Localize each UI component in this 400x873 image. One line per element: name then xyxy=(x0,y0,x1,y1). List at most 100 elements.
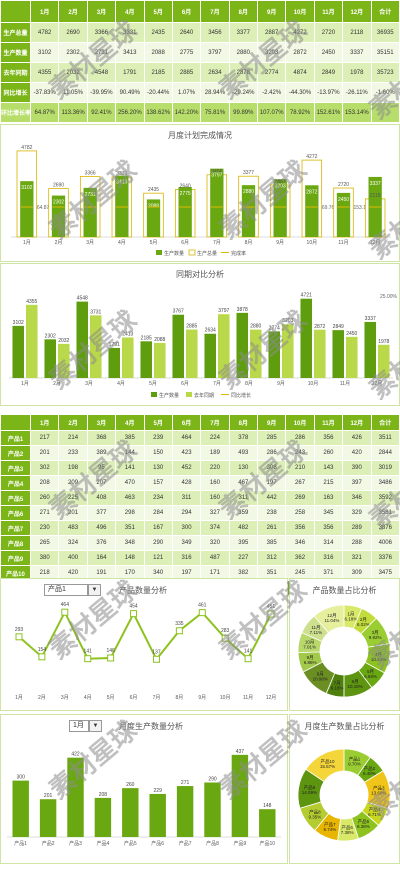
month-select[interactable]: 1月 ▼ xyxy=(69,720,102,732)
summary-header-cell: 4月 xyxy=(115,0,145,23)
chart1-x-tick: 4月 xyxy=(118,240,126,246)
chart3-point xyxy=(15,633,23,641)
chart1-production-bar xyxy=(115,175,129,237)
summary-cell: 28.94% xyxy=(200,82,230,103)
products-cell: 356 xyxy=(313,430,344,446)
products-row: 产品4 208 209 207 470 157 428 160 467 197 267 215 397 3… xyxy=(0,475,400,491)
products-cell: 340 xyxy=(143,565,173,581)
product-select[interactable]: 产品1 ▼ xyxy=(44,584,101,596)
summary-cell: -26.11% xyxy=(342,82,372,103)
chart6-slice-pct: 7.38% xyxy=(341,830,354,835)
chart4-slice-pct: 6.69% xyxy=(364,674,377,679)
products-cell: 300 xyxy=(171,520,202,536)
chart5-bar xyxy=(231,754,249,837)
chart3-x-tick: 12月 xyxy=(266,695,277,701)
chart2-x-tick: 5月 xyxy=(149,381,157,387)
products-cell: 3581 xyxy=(370,505,400,521)
chart4-slice-label: 12月 xyxy=(327,613,337,619)
products-cell: 224 xyxy=(200,430,230,446)
chart4-slice-label: 5月 xyxy=(367,669,374,675)
chart1-production-label: 3102 xyxy=(21,185,32,191)
products-cell: 150 xyxy=(143,445,173,461)
chart2-lastyear-bar xyxy=(154,342,166,378)
chart1-production-label: 3337 xyxy=(370,181,381,187)
chart1-total-label: 3456 xyxy=(211,169,222,175)
products-cell: 359 xyxy=(228,505,259,521)
chart1-x-tick: 11月 xyxy=(338,240,348,246)
products-header-cell: 11月 xyxy=(313,414,344,431)
chart2-production-bar xyxy=(140,341,152,378)
summary-cell: 3102 xyxy=(29,42,60,63)
chart3-point xyxy=(175,627,183,635)
summary-cell: 36935 xyxy=(370,22,400,43)
chevron-down-icon[interactable]: ▼ xyxy=(88,584,101,596)
summary-cell: 2878 xyxy=(228,62,259,83)
summary-cell: 35723 xyxy=(370,62,400,83)
products-cell: 167 xyxy=(143,520,173,536)
chart3-value-label: 141 xyxy=(84,649,93,655)
products-header-cell: 6月 xyxy=(171,414,202,431)
products-cell: 245 xyxy=(285,565,315,581)
products-cell: 452 xyxy=(171,460,202,476)
products-row-label: 产品3 xyxy=(0,460,31,476)
products-header-cell: 5月 xyxy=(143,414,173,431)
chart2-production-label: 4721 xyxy=(301,293,312,299)
chevron-down-icon[interactable]: ▼ xyxy=(89,720,102,732)
chart3-value-label: 154 xyxy=(38,647,47,653)
products-cell: 265 xyxy=(29,535,60,551)
summary-cell: 2640 xyxy=(171,22,202,43)
chart3-value-label: 283 xyxy=(221,628,230,634)
chart5-x-tick: 产品6 xyxy=(151,840,164,847)
products-cell: 197 xyxy=(256,475,287,491)
chart5-value-label: 148 xyxy=(263,803,272,809)
products-cell: 385 xyxy=(256,535,287,551)
products-cell: 144 xyxy=(115,445,145,461)
products-cell: 314 xyxy=(313,535,344,551)
chart6-slice-label: 产品1 xyxy=(349,756,361,763)
summary-row-label: 生产总量 xyxy=(0,22,31,43)
chart5-x-tick: 产品10 xyxy=(260,840,276,847)
chart2-lastyear-bar xyxy=(58,343,70,378)
summary-cell: -20.44% xyxy=(143,82,173,103)
chart1-rate-label: 64.87% xyxy=(37,205,55,211)
products-cell: 225 xyxy=(58,490,88,506)
chart1-total-label: 4272 xyxy=(306,154,317,160)
chart5-bar xyxy=(259,809,276,837)
products-cell: 311 xyxy=(228,490,259,506)
chart2-production-bar xyxy=(76,301,88,378)
chart1-production-bar xyxy=(210,168,224,237)
chart1-x-tick: 12月 xyxy=(370,240,381,246)
chart6-slice-label: 产品9 xyxy=(304,784,316,791)
summary-row-label: 同比增长 xyxy=(0,82,31,103)
plan-completion-chart: 月度计划完成情况 4782 3102 64.87% 1月 2690 2302 2月 3366 2… xyxy=(0,124,400,262)
products-cell: 3876 xyxy=(370,520,400,536)
chart4-slice-label: 10月 xyxy=(305,639,315,645)
products-row-label: 产品1 xyxy=(0,430,31,446)
summary-cell: 3413 xyxy=(115,42,145,63)
summary-header-cell: 10月 xyxy=(285,0,315,23)
chart2-lastyear-bar xyxy=(218,314,230,378)
summary-header-cell: 8月 xyxy=(228,0,259,23)
chart2-lastyear-label: 3797 xyxy=(218,308,229,314)
chart5-x-tick: 产品8 xyxy=(206,840,219,847)
chart5-bar xyxy=(122,788,139,837)
chart2-production-bar xyxy=(172,314,184,378)
chart5-value-label: 208 xyxy=(99,792,108,798)
chart2-lastyear-label: 2032 xyxy=(58,338,69,344)
products-cell: 395 xyxy=(228,535,259,551)
products-cell: 210 xyxy=(285,460,315,476)
chart4-slice-label: 11月 xyxy=(311,625,320,631)
chart2-legend-swatch xyxy=(186,392,192,397)
plan-completion-svg: 4782 3102 64.87% 1月 2690 2302 2月 3366 2731 3月 3331… xyxy=(11,145,391,257)
products-row-label: 产品2 xyxy=(0,445,31,461)
chart2-lastyear-bar xyxy=(378,344,390,378)
products-cell: 3486 xyxy=(370,475,400,491)
chart5-x-tick: 产品7 xyxy=(179,840,192,847)
products-header-cell: 9月 xyxy=(256,414,287,431)
chart4-slice-pct: 10.18% xyxy=(347,684,362,689)
chart2-production-label: 2634 xyxy=(205,328,216,334)
summary-cell: 152.61% xyxy=(313,102,344,123)
products-cell: 269 xyxy=(285,490,315,506)
products-header-cell: 4月 xyxy=(115,414,145,431)
chart3-point xyxy=(198,609,206,617)
